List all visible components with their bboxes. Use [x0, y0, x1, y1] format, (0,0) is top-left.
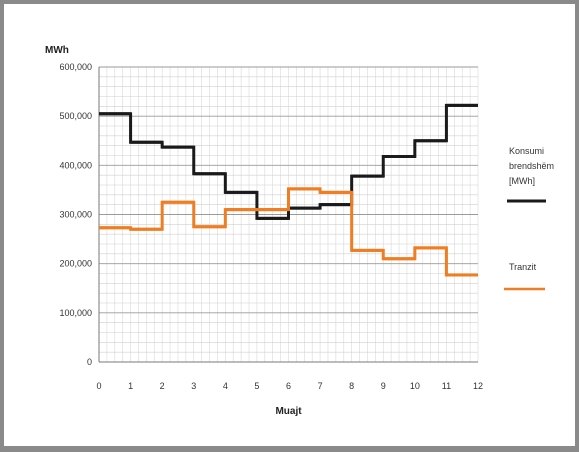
y-tick-label: 600,000: [59, 62, 92, 72]
x-tick-label: 4: [223, 381, 228, 391]
x-tick-label: 6: [286, 381, 291, 391]
y-tick-label: 100,000: [59, 308, 92, 318]
x-tick-label: 9: [381, 381, 386, 391]
x-tick-label: 11: [442, 381, 451, 391]
x-tick-label: 3: [191, 381, 196, 391]
legend-label-konsumi: Konsumi: [509, 146, 544, 156]
x-tick-label: 8: [349, 381, 354, 391]
legend-label-tranzit: Tranzit: [509, 262, 537, 272]
y-tick-label: 500,000: [59, 111, 92, 121]
x-tick-label: 0: [96, 381, 101, 391]
x-tick-label: 7: [318, 381, 323, 391]
x-tick-label: 2: [160, 381, 165, 391]
x-axis-title: Muajt: [275, 406, 302, 417]
y-tick-label: 400,000: [59, 160, 92, 170]
legend-label-konsumi: [MWh]: [509, 176, 535, 186]
y-axis-title: MWh: [45, 45, 69, 56]
x-tick-label: 10: [410, 381, 420, 391]
y-tick-label: 200,000: [59, 259, 92, 269]
x-tick-label: 12: [473, 381, 483, 391]
x-tick-label: 1: [128, 381, 133, 391]
legend-label-konsumi: brendshëm: [509, 161, 554, 171]
x-tick-label: 5: [254, 381, 259, 391]
step-line-chart: 0 100,000 200,000 300,000 400,000 500,000 600,…: [45, 45, 554, 417]
y-tick-label: 300,000: [59, 210, 92, 220]
y-tick-label: 0: [87, 357, 92, 367]
